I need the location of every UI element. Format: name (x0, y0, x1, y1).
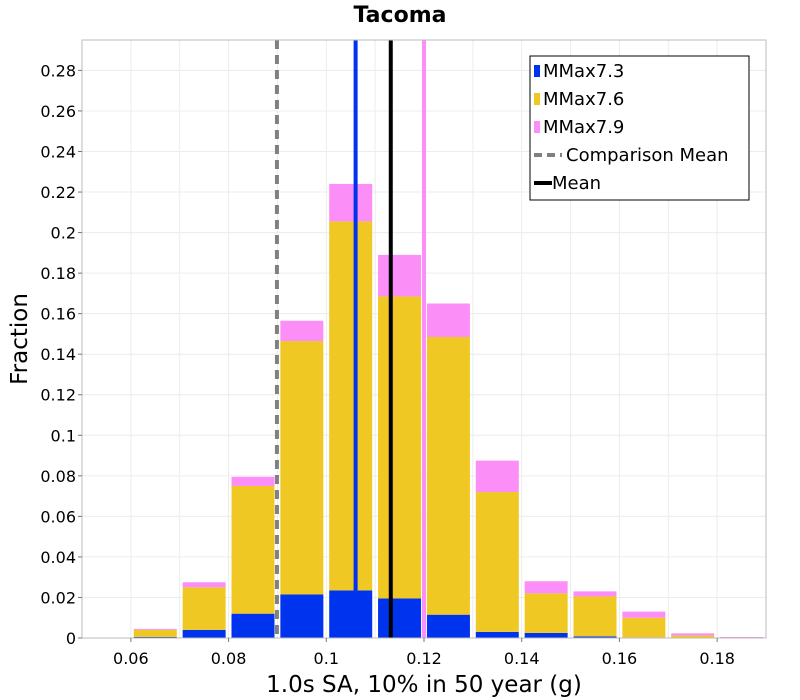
legend-swatch (534, 121, 540, 133)
bar-mmax76-3 (231, 485, 275, 614)
bar-mmax79-8 (475, 460, 519, 493)
bar-mmax79-6 (378, 254, 422, 297)
bar-mmax73-5 (329, 590, 373, 638)
x-axis-ticks: 0.06 0.08 0.1 0.12 0.14 0.16 0.18 (113, 638, 735, 668)
y-tick-label: 0.24 (40, 142, 76, 161)
bar-mmax79-3 (231, 476, 275, 486)
bar-mmax73-6 (378, 598, 422, 638)
bar-mmax73-4 (280, 594, 324, 638)
y-tick-label: 0.06 (40, 507, 76, 526)
y-tick-label: 0.02 (40, 588, 76, 607)
bar-mmax76-2 (182, 587, 226, 630)
bar-mmax76-7 (426, 336, 470, 615)
x-tick-label: 0.12 (406, 649, 442, 668)
bar-mmax76-5 (329, 221, 373, 591)
y-tick-label: 0.16 (40, 305, 76, 324)
legend-box (529, 55, 750, 201)
bar-mmax76-4 (280, 341, 324, 595)
bar-mmax79-4 (280, 320, 324, 342)
legend-label: Comparison Mean (566, 145, 729, 166)
bar-mmax73-10 (573, 636, 617, 638)
bar-mmax73-2 (182, 629, 226, 638)
bar-mmax73-1 (133, 636, 177, 638)
x-tick-label: 0.16 (602, 649, 638, 668)
y-tick-label: 0.22 (40, 183, 76, 202)
bar-mmax76-1 (133, 629, 177, 637)
legend-swatch (534, 93, 540, 105)
bar-mmax79-7 (426, 303, 470, 337)
bar-mmax73-7 (426, 614, 470, 638)
bar-mmax79-2 (182, 582, 226, 588)
y-tick-label: 0.12 (40, 386, 76, 405)
bar-mmax79-1 (133, 628, 177, 630)
x-tick-label: 0.1 (314, 649, 339, 668)
bar-mmax73-8 (475, 631, 519, 638)
bar-mmax73-9 (524, 632, 568, 638)
y-tick-label: 0.28 (40, 61, 76, 80)
legend-label: Mean (552, 173, 601, 194)
y-tick-label: 0.08 (40, 467, 76, 486)
bar-mmax76-10 (573, 596, 617, 637)
legend-label: MMax7.9 (543, 117, 624, 138)
bar-mmax76-12 (671, 635, 715, 638)
bar-mmax73-3 (231, 613, 275, 638)
mean-lines (274, 40, 426, 638)
bar-mmax76-9 (524, 593, 568, 633)
y-tick-label: 0.04 (40, 548, 76, 567)
x-tick-label: 0.06 (113, 649, 149, 668)
y-tick-label: 0.1 (51, 426, 76, 445)
legend: MMax7.3 MMax7.6 MMax7.9 Comparison Mean Mean (529, 55, 750, 201)
bar-mmax76-11 (622, 617, 666, 638)
legend-label: MMax7.3 (543, 61, 624, 82)
y-axis-label: Fraction (7, 293, 33, 385)
legend-swatch (534, 65, 540, 77)
x-tick-label: 0.18 (699, 649, 735, 668)
legend-label: MMax7.6 (543, 89, 624, 110)
bar-mmax76-8 (475, 492, 519, 632)
y-tick-label: 0.14 (40, 345, 76, 364)
x-tick-label: 0.08 (211, 649, 247, 668)
y-axis-ticks: 0 0.02 0.04 0.06 0.08 0.1 0.12 0.14 0.16 0.18 0.2 0… (40, 61, 82, 648)
y-tick-label: 0.18 (40, 264, 76, 283)
bar-mmax79-11 (622, 611, 666, 618)
y-tick-label: 0.2 (51, 224, 76, 243)
y-tick-label: 0.26 (40, 102, 76, 121)
bar-mmax79-5 (329, 183, 373, 222)
bar-mmax79-9 (524, 581, 568, 594)
x-tick-label: 0.14 (504, 649, 540, 668)
chart-title: Tacoma (354, 3, 447, 28)
y-tick-label: 0 (66, 629, 76, 648)
bars (133, 183, 764, 638)
x-axis-label: 1.0s SA, 10% in 50 year (g) (266, 672, 582, 698)
bar-mmax79-12 (671, 633, 715, 636)
bar-mmax79-10 (573, 591, 617, 597)
bar-mmax79-13 (720, 636, 764, 638)
bar-mmax76-6 (378, 296, 422, 599)
